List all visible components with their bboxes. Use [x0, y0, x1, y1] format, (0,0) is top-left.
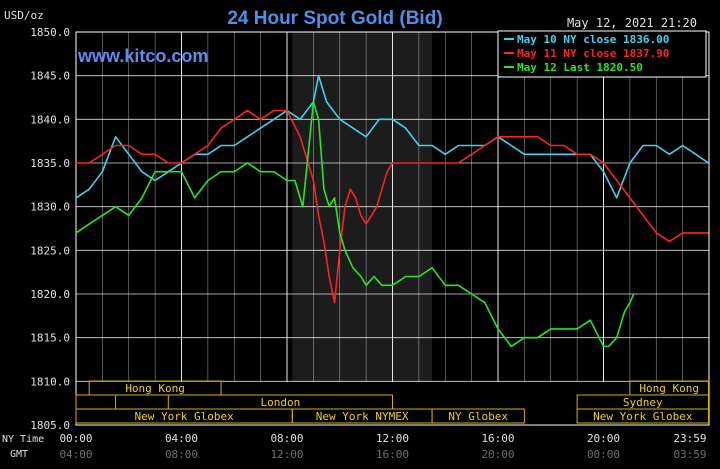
y-tick-label: 1825.0 [30, 244, 70, 257]
watermark-url: www.kitco.com [77, 46, 208, 66]
session-band-label: New York Globex [593, 410, 693, 423]
unit-label: USD/oz [4, 9, 44, 22]
session-band-label: Hong Kong [125, 382, 185, 395]
y-tick-label: 1815.0 [30, 332, 70, 345]
x-tick-label-gmt: 04:00 [59, 448, 92, 461]
x-tick-label-gmt: 00:00 [587, 448, 620, 461]
y-tick-label: 1820.0 [30, 288, 70, 301]
gmt-row-label: GMT [10, 449, 28, 460]
session-band-label: NY Globex [448, 410, 508, 423]
y-tick-label: 1845.0 [30, 70, 70, 83]
session-band-label: New York NYMEX [316, 410, 409, 423]
session-band-label: Sydney [623, 396, 663, 409]
y-tick-label: 1840.0 [30, 113, 70, 126]
x-tick-label-ny: 00:00 [59, 432, 92, 445]
x-tick-label-ny: 08:00 [270, 432, 303, 445]
x-tick-label-ny: 16:00 [481, 432, 514, 445]
x-tick-label-gmt: 16:00 [376, 448, 409, 461]
series-line-may12 [75, 101, 635, 348]
series-line-may11 [76, 109, 709, 304]
x-tick-label-gmt: 12:00 [270, 448, 303, 461]
session-band-label: Hong Kong [639, 382, 699, 395]
session-band [576, 408, 709, 424]
x-tick-label-ny: 04:00 [165, 432, 198, 445]
session-band [88, 380, 222, 396]
y-tick-label: 1835.0 [30, 157, 70, 170]
ny-time-row-label: NY Time [2, 434, 44, 445]
session-band [75, 394, 117, 410]
legend-label-may12: May 12 Last 1820.50 [517, 61, 643, 74]
session-band [431, 408, 525, 424]
x-tick-label-gmt: 20:00 [481, 448, 514, 461]
x-tick-label-ny: 12:00 [376, 432, 409, 445]
y-tick-label: 1850.0 [30, 26, 70, 39]
session-band-label: New York Globex [134, 410, 234, 423]
legend: May 10 NY close 1836.00 May 11 NY close … [497, 30, 707, 78]
y-tick-label: 1810.0 [30, 375, 70, 388]
y-tick-label: 1805.0 [30, 419, 70, 432]
chart-title: 24 Hour Spot Gold (Bid) [227, 8, 442, 29]
x-tick-label-gmt: 03:59 [673, 448, 706, 461]
timestamp: May 12, 2021 21:20 [567, 16, 697, 30]
legend-label-may10: May 10 NY close 1836.00 [517, 33, 669, 46]
x-tick-label-ny: 23:59 [673, 432, 706, 445]
session-band-label: London [261, 396, 301, 409]
y-tick-label: 1830.0 [30, 201, 70, 214]
x-tick-label-gmt: 08:00 [165, 448, 198, 461]
x-tick-label-ny: 20:00 [587, 432, 620, 445]
legend-label-may11: May 11 NY close 1837.90 [517, 47, 669, 60]
